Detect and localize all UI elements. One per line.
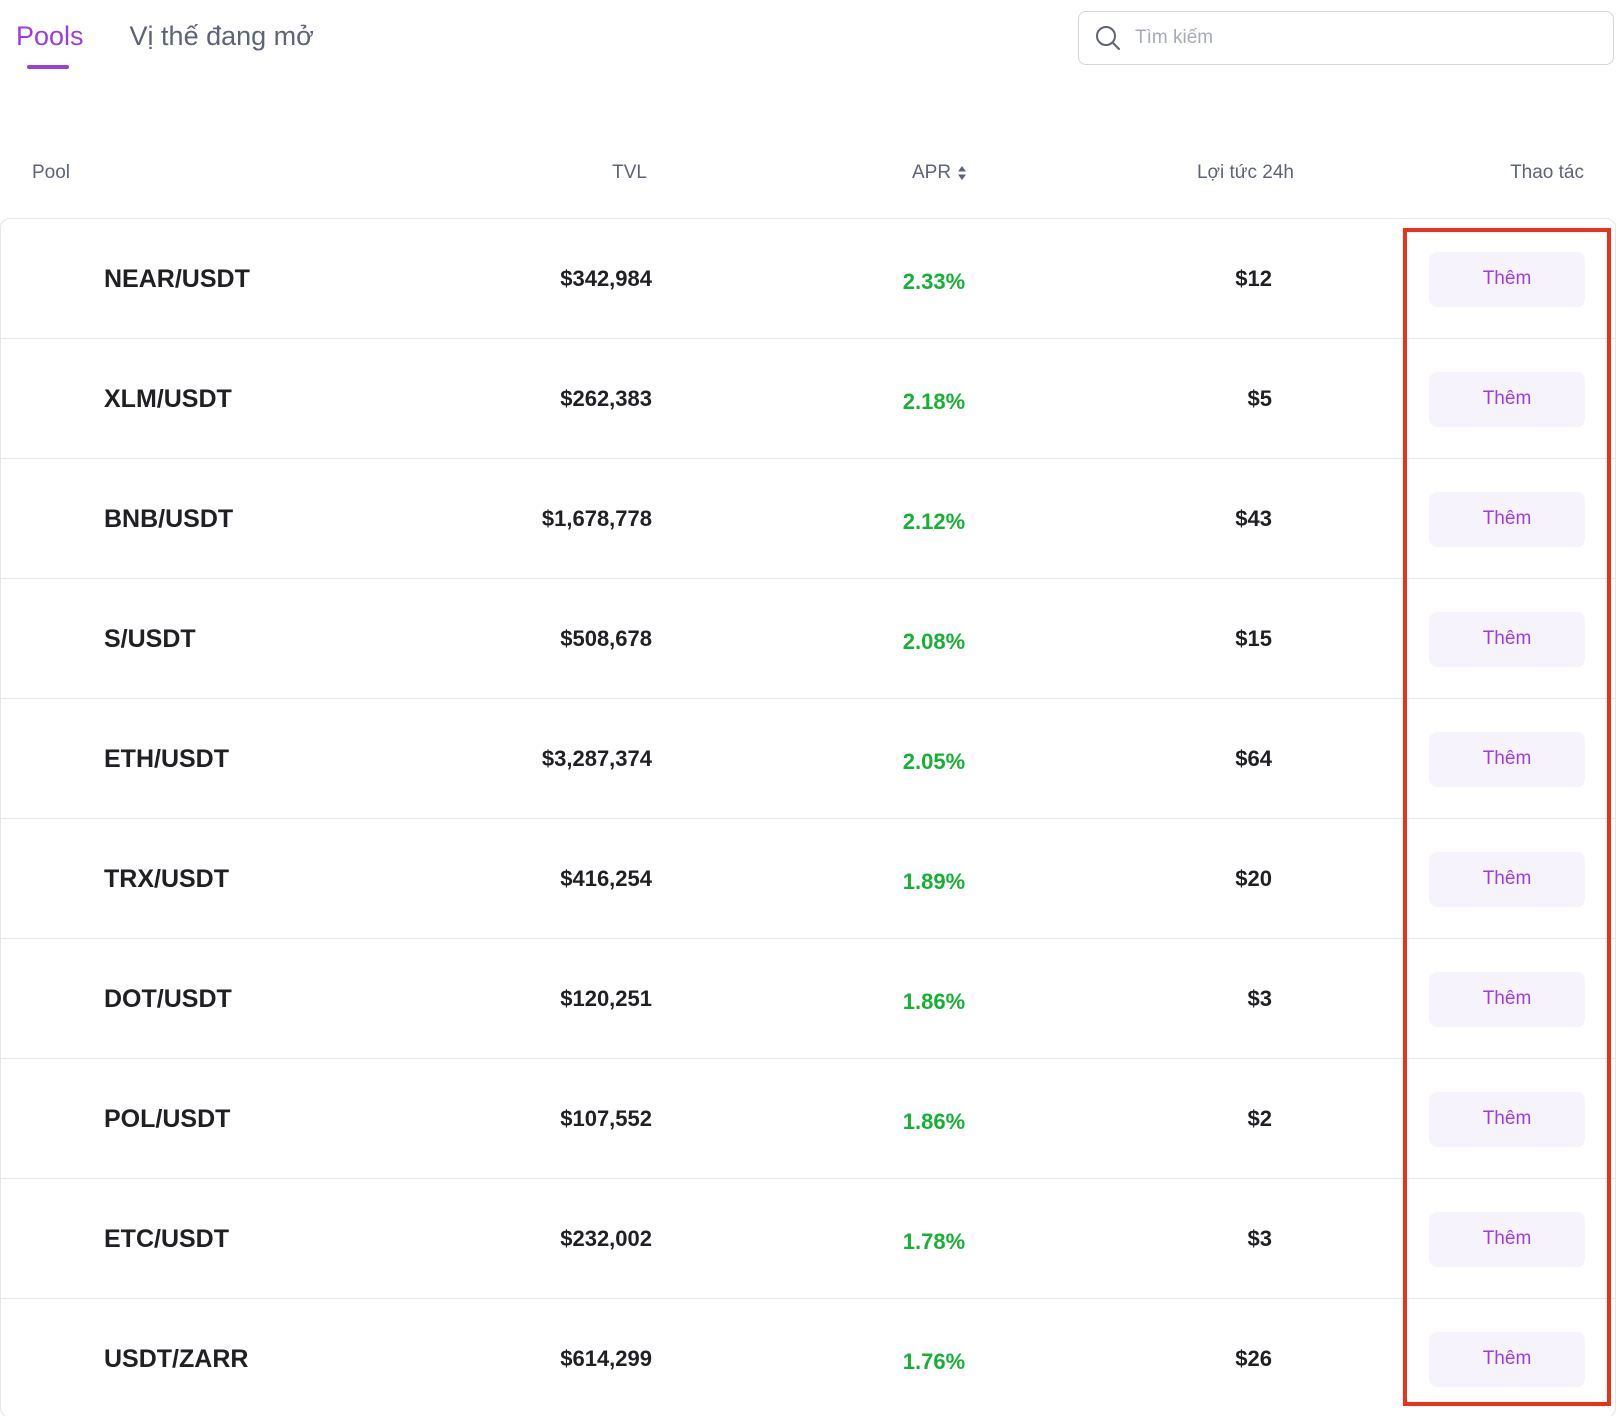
action-cell: Thêm xyxy=(1429,939,1585,1059)
header-pool: Pool xyxy=(32,162,71,183)
pool-apr: 2.33% xyxy=(902,269,966,294)
pools-table-body: NEAR/USDT $342,984 2.33% $12 Thêm XLM/USDT $26… xyxy=(0,218,1616,1416)
pool-apr: 2.12% xyxy=(902,509,966,534)
pool-name[interactable]: TRX/USDT xyxy=(104,864,229,893)
pool-name[interactable]: ETH/USDT xyxy=(104,744,229,773)
search-box[interactable] xyxy=(1078,11,1614,65)
header-yield-24h: Lợi tức 24h xyxy=(1196,162,1294,183)
pool-tvl: $107,552 xyxy=(560,1106,652,1131)
pool-yield-24h: $12 xyxy=(1235,266,1272,291)
table-row: USDT/ZARR $614,299 1.76% $26 Thêm xyxy=(1,1299,1615,1416)
sort-icon[interactable] xyxy=(957,165,967,181)
action-cell: Thêm xyxy=(1429,1299,1585,1416)
pool-tvl: $416,254 xyxy=(560,866,652,891)
add-liquidity-button[interactable]: Thêm xyxy=(1429,1211,1585,1267)
tab-open-positions[interactable]: Vị thế đang mở xyxy=(130,18,314,54)
tab-pools[interactable]: Pools xyxy=(16,18,84,69)
pool-yield-24h: $3 xyxy=(1247,986,1272,1011)
search-icon xyxy=(1096,26,1120,50)
pool-apr: 2.18% xyxy=(902,389,966,414)
table-row: POL/USDT $107,552 1.86% $2 Thêm xyxy=(1,1059,1615,1179)
pool-name[interactable]: NEAR/USDT xyxy=(104,264,250,293)
pool-name[interactable]: BNB/USDT xyxy=(104,504,234,533)
add-liquidity-button[interactable]: Thêm xyxy=(1429,851,1585,907)
table-row: XLM/USDT $262,383 2.18% $5 Thêm xyxy=(1,339,1615,459)
pool-tvl: $120,251 xyxy=(560,986,652,1011)
action-cell: Thêm xyxy=(1429,819,1585,939)
add-liquidity-button[interactable]: Thêm xyxy=(1429,491,1585,547)
action-cell: Thêm xyxy=(1429,1059,1585,1179)
tab-open-positions-label: Vị thế đang mở xyxy=(129,21,314,51)
add-liquidity-button[interactable]: Thêm xyxy=(1429,971,1585,1027)
tab-bar: Pools Vị thế đang mở xyxy=(16,18,314,69)
pool-tvl: $508,678 xyxy=(560,626,652,651)
pool-tvl: $232,002 xyxy=(560,1226,652,1251)
tab-pools-label: Pools xyxy=(16,21,84,51)
pool-apr: 1.86% xyxy=(902,1109,966,1134)
add-liquidity-button[interactable]: Thêm xyxy=(1429,251,1585,307)
table-row: ETH/USDT $3,287,374 2.05% $64 Thêm xyxy=(1,699,1615,819)
pool-name[interactable]: ETC/USDT xyxy=(104,1224,229,1253)
action-cell: Thêm xyxy=(1429,339,1585,459)
pool-tvl: $342,984 xyxy=(560,266,652,291)
pool-tvl: $1,678,778 xyxy=(541,506,652,531)
pool-yield-24h: $43 xyxy=(1235,506,1272,531)
pool-name[interactable]: S/USDT xyxy=(104,624,196,653)
table-row: BNB/USDT $1,678,778 2.12% $43 Thêm xyxy=(1,459,1615,579)
table-row: NEAR/USDT $342,984 2.33% $12 Thêm xyxy=(1,219,1615,339)
active-tab-indicator xyxy=(27,65,69,69)
pool-tvl: $614,299 xyxy=(560,1346,652,1371)
action-cell: Thêm xyxy=(1429,699,1585,819)
pool-yield-24h: $26 xyxy=(1235,1346,1272,1371)
header-action: Thao tác xyxy=(1510,162,1584,183)
search-input[interactable] xyxy=(1133,26,1593,50)
table-row: S/USDT $508,678 2.08% $15 Thêm xyxy=(1,579,1615,699)
pool-name[interactable]: POL/USDT xyxy=(104,1104,231,1133)
pool-tvl: $262,383 xyxy=(560,386,652,411)
pool-apr: 1.76% xyxy=(902,1349,966,1374)
pool-yield-24h: $2 xyxy=(1247,1106,1272,1131)
pool-yield-24h: $20 xyxy=(1235,866,1272,891)
header-apr-sort[interactable]: APR xyxy=(912,158,967,188)
table-row: TRX/USDT $416,254 1.89% $20 Thêm xyxy=(1,819,1615,939)
header-tvl: TVL xyxy=(612,162,647,183)
pool-apr: 1.78% xyxy=(902,1229,966,1254)
pool-tvl: $3,287,374 xyxy=(541,746,652,771)
action-cell: Thêm xyxy=(1429,219,1585,339)
action-cell: Thêm xyxy=(1429,459,1585,579)
add-liquidity-button[interactable]: Thêm xyxy=(1429,611,1585,667)
table-header: Pool TVL APR Lợi tức 24h Thao tác xyxy=(0,158,1616,188)
pool-apr: 1.86% xyxy=(902,989,966,1014)
table-row: DOT/USDT $120,251 1.86% $3 Thêm xyxy=(1,939,1615,1059)
pool-name[interactable]: DOT/USDT xyxy=(104,984,232,1013)
pool-yield-24h: $5 xyxy=(1247,386,1272,411)
pool-apr: 2.08% xyxy=(902,629,966,654)
pool-yield-24h: $3 xyxy=(1247,1226,1272,1251)
add-liquidity-button[interactable]: Thêm xyxy=(1429,731,1585,787)
pool-apr: 2.05% xyxy=(902,749,966,774)
action-cell: Thêm xyxy=(1429,1179,1585,1299)
pool-apr: 1.89% xyxy=(902,869,966,894)
header-apr: APR xyxy=(912,162,952,183)
add-liquidity-button[interactable]: Thêm xyxy=(1429,371,1585,427)
pool-name[interactable]: XLM/USDT xyxy=(104,384,232,413)
add-liquidity-button[interactable]: Thêm xyxy=(1429,1331,1585,1387)
table-row: ETC/USDT $232,002 1.78% $3 Thêm xyxy=(1,1179,1615,1299)
action-cell: Thêm xyxy=(1429,579,1585,699)
pool-name[interactable]: USDT/ZARR xyxy=(104,1344,249,1373)
pool-yield-24h: $15 xyxy=(1235,626,1272,651)
pool-yield-24h: $64 xyxy=(1235,746,1272,771)
add-liquidity-button[interactable]: Thêm xyxy=(1429,1091,1585,1147)
